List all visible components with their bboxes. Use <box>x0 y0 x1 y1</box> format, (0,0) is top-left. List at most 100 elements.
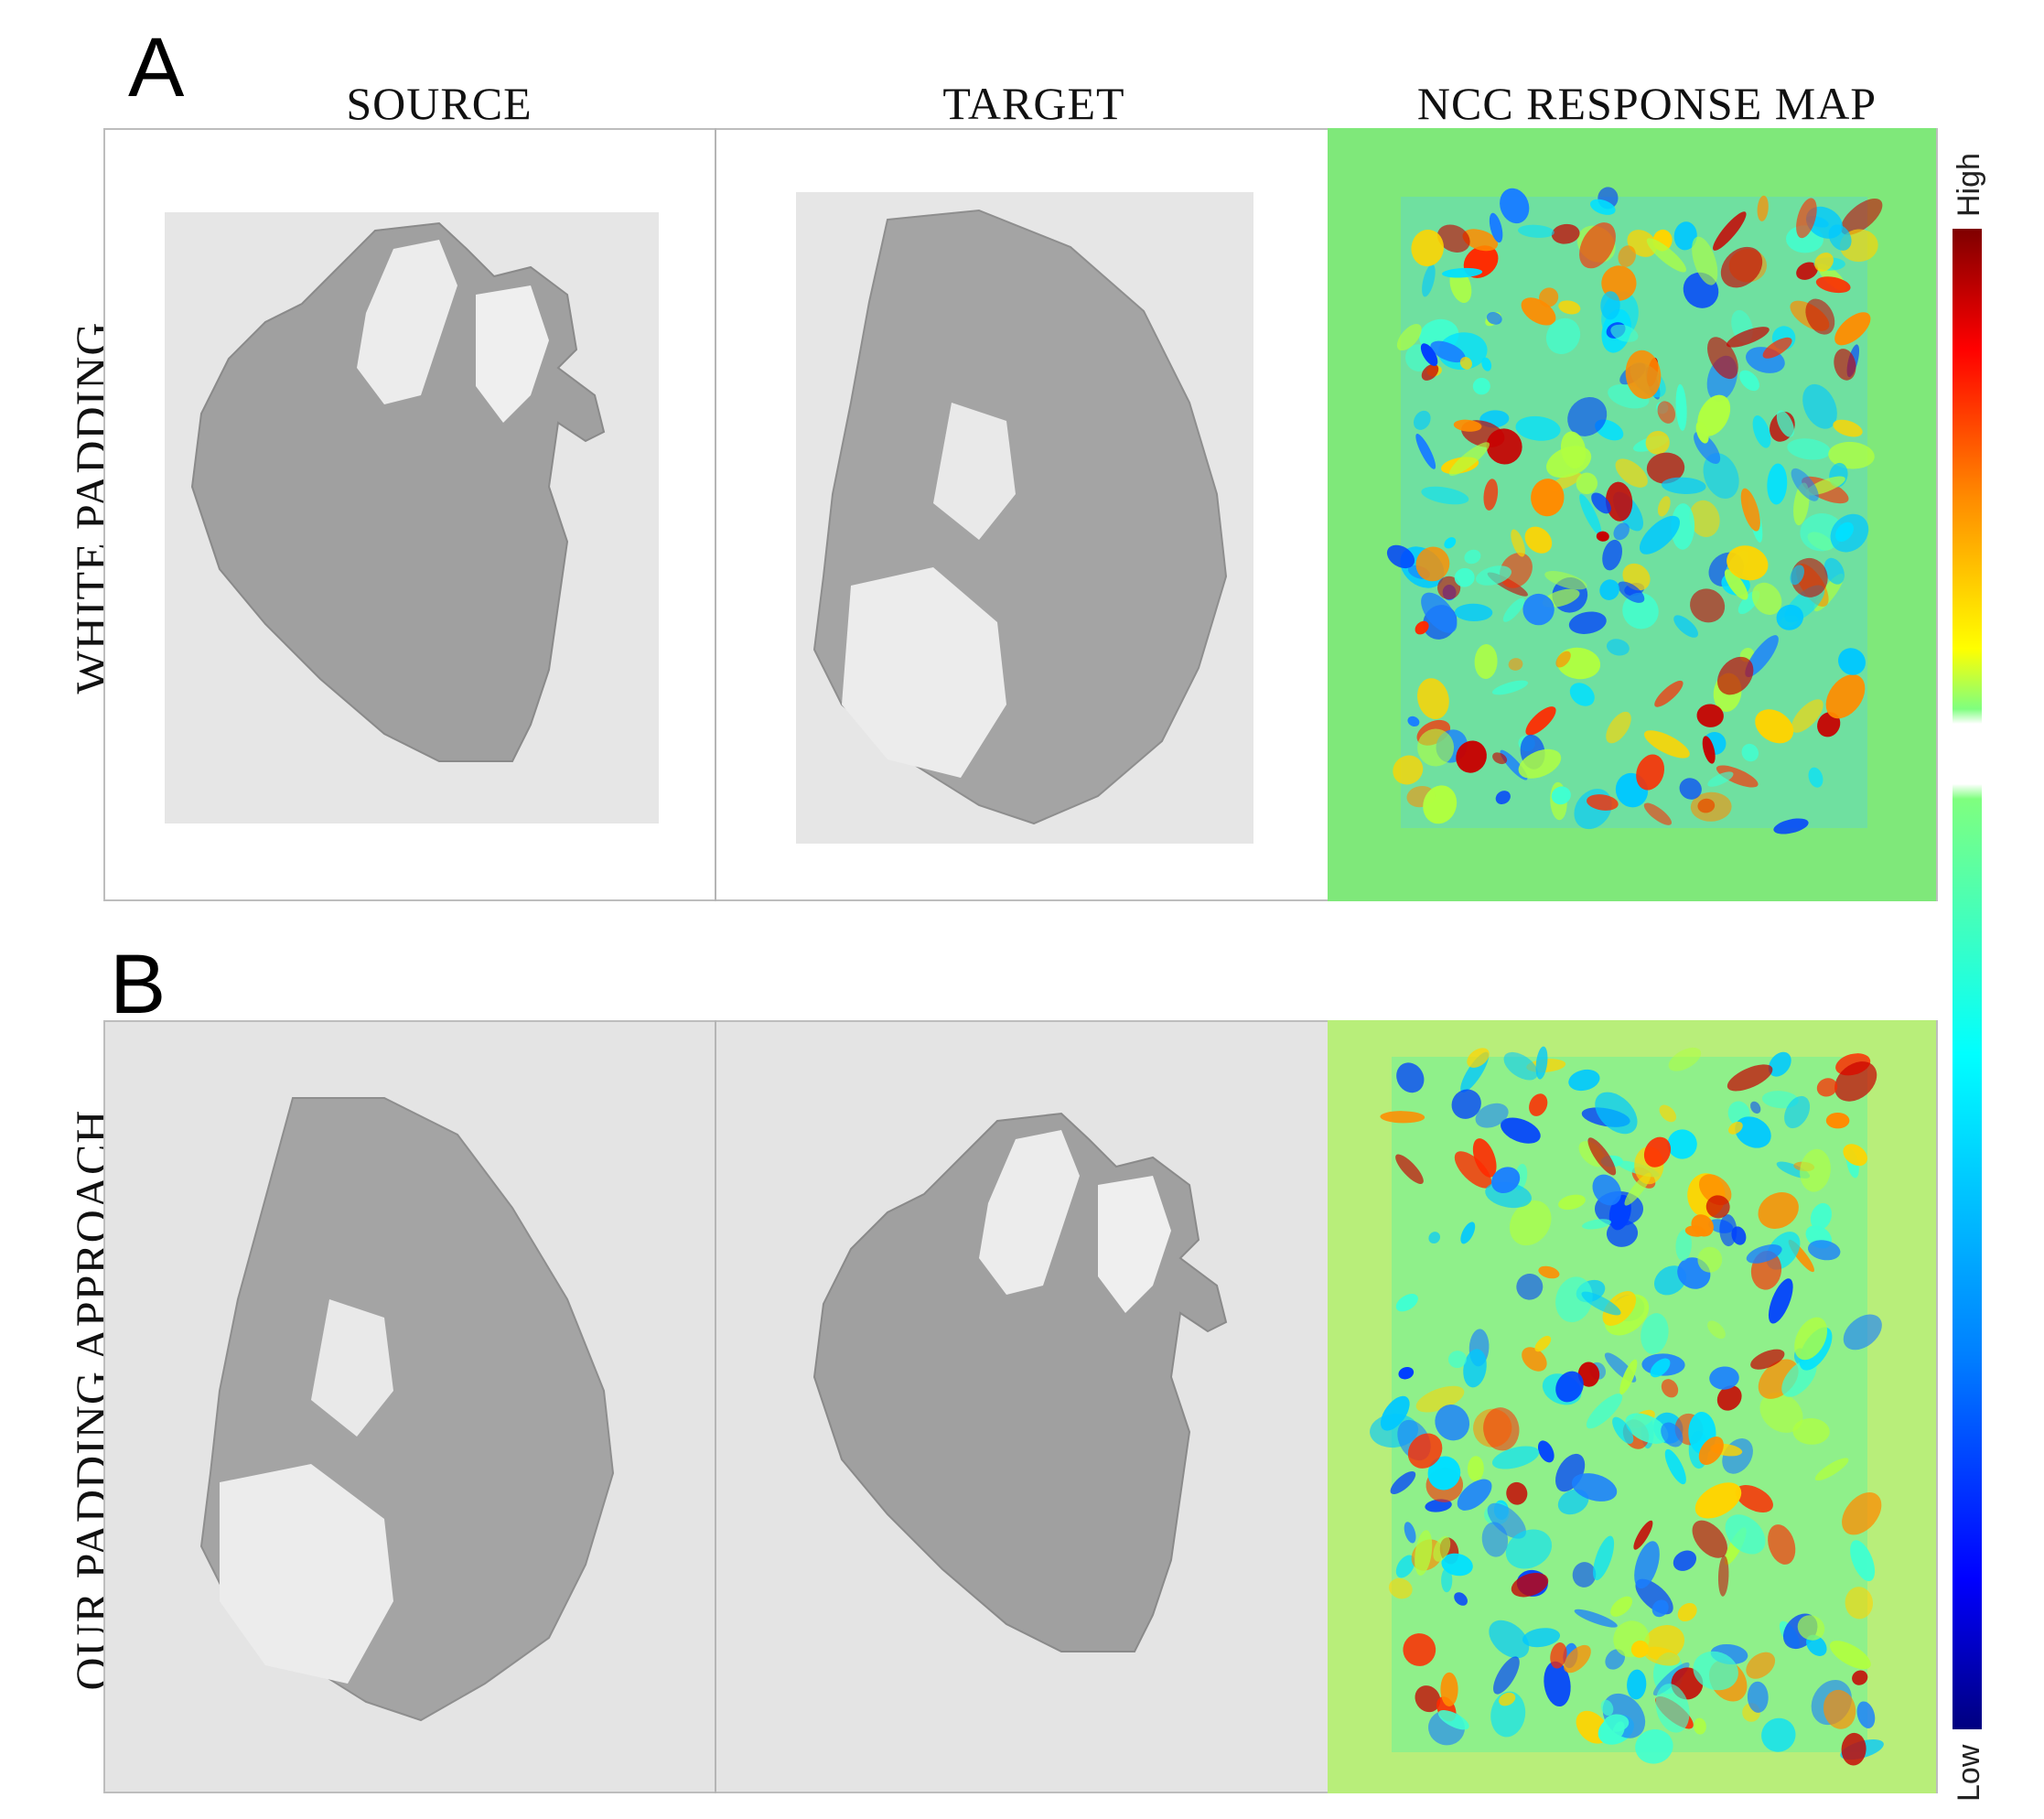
panel-b-target-image <box>787 1103 1244 1714</box>
ncc-blob <box>1421 486 1469 505</box>
ncc-blob <box>1724 569 1748 600</box>
ncc-blob <box>1641 1313 1669 1354</box>
ncc-blob <box>1415 1530 1433 1576</box>
ncc-blob <box>1668 1047 1702 1071</box>
ncc-blob <box>1569 683 1595 706</box>
ncc-blob <box>1503 1051 1538 1081</box>
ncc-blob <box>1713 211 1747 251</box>
ncc-blob <box>1486 428 1522 465</box>
ncc-blob <box>1757 195 1769 221</box>
colorbar <box>1953 229 1982 1729</box>
ncc-blob <box>1579 493 1602 535</box>
ncc-blob <box>1755 709 1794 744</box>
ncc-blob <box>1525 706 1556 736</box>
colorbar-low-label: Low <box>1952 1744 1986 1802</box>
ncc-blob <box>1814 1458 1849 1481</box>
ncc-blob <box>1634 1541 1660 1589</box>
ncc-blob <box>1751 582 1782 616</box>
ncc-blob <box>1415 546 1450 582</box>
ncc-blob <box>1538 1265 1560 1279</box>
ncc-blob <box>1380 1395 1410 1431</box>
ncc-blob <box>1396 324 1422 351</box>
ncc-blob <box>1727 1064 1773 1092</box>
ncc-blob <box>1690 588 1726 623</box>
ncc-blob <box>1606 711 1631 744</box>
ncc-blob <box>1522 1628 1561 1648</box>
ncc-blob <box>1791 699 1823 733</box>
ncc-blob <box>1768 1278 1793 1324</box>
ncc-blob <box>1472 377 1490 395</box>
ncc-blob <box>1577 1362 1600 1387</box>
ncc-blob <box>1574 1609 1618 1628</box>
ncc-blob <box>1625 1413 1669 1444</box>
ncc-blob <box>1421 363 1439 381</box>
ncc-blob <box>1703 453 1739 499</box>
ncc-blob <box>1646 238 1687 273</box>
ncc-blob <box>1500 188 1530 224</box>
ncc-blob <box>1667 1129 1697 1159</box>
ncc-blob <box>1524 526 1553 554</box>
ncc-blob <box>1500 553 1533 588</box>
ncc-blob <box>1407 1433 1443 1469</box>
ncc-blob <box>1794 1317 1828 1361</box>
ncc-blob <box>1506 1481 1528 1505</box>
ncc-blob <box>1602 1291 1637 1326</box>
ncc-blob <box>1581 1291 1621 1316</box>
ncc-blob <box>1537 1440 1555 1463</box>
ncc-blob <box>1675 383 1687 431</box>
ncc-blob <box>1856 1701 1876 1728</box>
ncc-blob <box>1593 1535 1615 1581</box>
ncc-blob <box>1707 771 1734 787</box>
ncc-blob <box>1843 1144 1867 1167</box>
ncc-blob <box>1380 1111 1425 1124</box>
ncc-blob <box>1622 592 1659 630</box>
ncc-blob <box>1589 199 1616 215</box>
ncc-blob <box>1481 1522 1509 1557</box>
ncc-blob <box>1842 1491 1882 1535</box>
ncc-blob <box>1427 1456 1461 1491</box>
ncc-blob <box>1650 1358 1671 1378</box>
ncc-blob <box>1814 253 1834 272</box>
ncc-blob <box>1825 674 1866 719</box>
ncc-blob <box>1605 1649 1625 1670</box>
ncc-blob <box>1740 488 1760 532</box>
ncc-blob <box>1768 1524 1796 1565</box>
ncc-blob <box>1692 1520 1728 1558</box>
ncc-blob <box>1644 730 1690 759</box>
ncc-blob <box>1654 680 1684 707</box>
ncc-blob <box>1403 1633 1436 1666</box>
ncc-blob <box>1636 754 1665 791</box>
ncc-blob <box>1596 531 1609 542</box>
panel-a-ncc-map <box>1328 128 1936 901</box>
ncc-blob <box>1511 1572 1549 1598</box>
ncc-blob <box>1671 503 1695 550</box>
ncc-blob <box>1396 1062 1425 1093</box>
ncc-blob <box>1677 1602 1697 1622</box>
ncc-blob <box>1817 712 1841 737</box>
ncc-blob <box>1758 1192 1799 1229</box>
ncc-blob <box>1388 1577 1413 1599</box>
ncc-blob <box>1673 221 1697 251</box>
ncc-blob <box>1404 1522 1416 1544</box>
ncc-blob <box>1845 1587 1874 1620</box>
ncc-blob <box>1727 327 1770 348</box>
ncc-blob <box>1792 1417 1830 1445</box>
ncc-blob <box>1475 1103 1509 1128</box>
ncc-blob <box>1448 442 1490 476</box>
ncc-blob <box>1791 468 1819 501</box>
ncc-blob <box>1516 1273 1544 1300</box>
ncc-blob <box>1417 728 1455 767</box>
ncc-blob <box>1441 1553 1473 1577</box>
ncc-blob <box>1694 1482 1742 1519</box>
ncc-blob <box>1612 1416 1634 1444</box>
ncc-blob <box>1555 1371 1584 1403</box>
ncc-blob <box>1568 611 1607 634</box>
ncc-blob <box>1716 765 1759 788</box>
ncc-blob <box>1437 1709 1469 1730</box>
ncc-blob <box>1395 1293 1418 1312</box>
ncc-blob <box>1428 1232 1440 1244</box>
panel-a-source-image <box>165 212 659 823</box>
ncc-blob <box>1459 357 1472 370</box>
ncc-blob <box>1539 287 1559 307</box>
ncc-blob <box>1558 1194 1586 1211</box>
